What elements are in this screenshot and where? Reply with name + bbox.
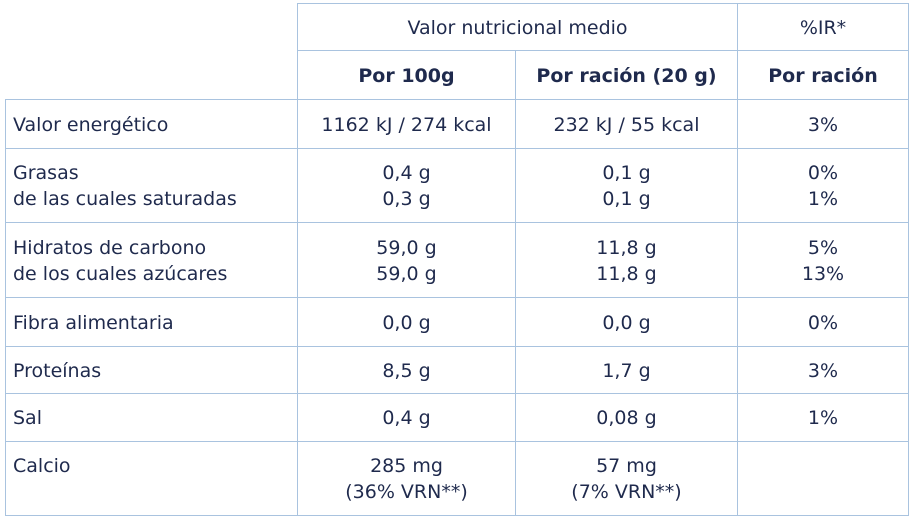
header-text: Por ración — [768, 64, 878, 87]
cell-text: 59,0 g — [376, 236, 437, 259]
row-label: Fibra alimentaria — [5, 297, 298, 347]
row-value: 0,08 g — [515, 393, 738, 442]
cell-text: 57 mg — [596, 455, 657, 477]
row-value: 0% 1% — [737, 148, 909, 223]
corner — [5, 3, 298, 100]
row-label: Grasas de las cuales saturadas — [5, 148, 298, 223]
cell-text: 0% — [807, 311, 839, 334]
header-text: Valor nutricional medio — [407, 16, 628, 39]
cell-text: 11,8 g — [596, 236, 657, 259]
row-value: 0,4 g — [297, 393, 516, 442]
header-text: %IR* — [799, 16, 847, 39]
row-value: 1162 kJ / 274 kcal — [297, 99, 516, 149]
header-group: Valor nutricional medio — [297, 3, 738, 51]
row-value: 8,5 g — [297, 346, 516, 394]
cell-text: (36% VRN**) — [345, 481, 468, 503]
cell-text: 0,3 g — [382, 188, 431, 210]
row-value: 0,0 g — [515, 297, 738, 347]
header-text: Por 100g — [358, 64, 455, 87]
row-value: 285 mg (36% VRN**) — [297, 441, 516, 516]
cell-text: 0,0 g — [382, 311, 431, 334]
cell-text: 1,7 g — [602, 359, 651, 382]
cell-text: Valor energético — [13, 113, 169, 136]
cell-text: Fibra alimentaria — [13, 311, 174, 334]
row-value: 11,8 g 11,8 g — [515, 222, 738, 298]
cell-text: 0,1 g — [602, 162, 651, 184]
row-label: Calcio — [5, 441, 298, 516]
cell-text: 0,1 g — [602, 188, 651, 210]
cell-text: 3% — [807, 113, 839, 136]
cell-text: 59,0 g — [376, 262, 437, 285]
cell-text: 232 kJ / 55 kcal — [553, 113, 700, 136]
header-text: Por ración (20 g) — [536, 64, 717, 87]
cell-text: Proteínas — [13, 359, 102, 382]
cell-text: Calcio — [13, 455, 71, 477]
cell-text: 1% — [807, 407, 839, 429]
row-value: 0,1 g 0,1 g — [515, 148, 738, 223]
cell-text: 0,08 g — [596, 407, 657, 429]
cell-text: de las cuales saturadas — [13, 188, 237, 210]
row-value: 3% — [737, 346, 909, 394]
cell-text: Grasas — [13, 162, 79, 184]
row-value — [737, 441, 909, 516]
cell-text: 13% — [801, 262, 845, 285]
row-label: Sal — [5, 393, 298, 442]
row-value: 1,7 g — [515, 346, 738, 394]
cell-text: 11,8 g — [596, 262, 657, 285]
cell-text: 3% — [807, 359, 839, 382]
cell-text: 1% — [807, 188, 839, 210]
cell-text: 8,5 g — [382, 359, 431, 382]
cell-text: de los cuales azúcares — [13, 262, 228, 285]
cell-text: 285 mg — [370, 455, 443, 477]
row-value: 0,4 g 0,3 g — [297, 148, 516, 223]
cell-text: 1162 kJ / 274 kcal — [321, 113, 492, 136]
row-value: 0% — [737, 297, 909, 347]
header-ir: %IR* — [737, 3, 909, 51]
row-value: 5% 13% — [737, 222, 909, 298]
row-value: 0,0 g — [297, 297, 516, 347]
header-column: Por 100g — [297, 50, 516, 100]
cell-text: 5% — [807, 236, 839, 259]
cell-text: 0,4 g — [382, 407, 431, 429]
cell-text: Hidratos de carbono — [13, 236, 207, 259]
header-column: Por ración (20 g) — [515, 50, 738, 100]
row-label: Proteínas — [5, 346, 298, 394]
row-value: 59,0 g 59,0 g — [297, 222, 516, 298]
cell-text: 0% — [807, 162, 839, 184]
row-value: 57 mg (7% VRN**) — [515, 441, 738, 516]
row-value: 1% — [737, 393, 909, 442]
row-label: Valor energético — [5, 99, 298, 149]
row-label: Hidratos de carbono de los cuales azúcare… — [5, 222, 298, 298]
row-value: 232 kJ / 55 kcal — [515, 99, 738, 149]
cell-text: 0,4 g — [382, 162, 431, 184]
cell-text: (7% VRN**) — [571, 481, 682, 503]
cell-text: 0,0 g — [602, 311, 651, 334]
cell-text: Sal — [13, 407, 42, 429]
row-value: 3% — [737, 99, 909, 149]
header-column: Por ración — [737, 50, 909, 100]
